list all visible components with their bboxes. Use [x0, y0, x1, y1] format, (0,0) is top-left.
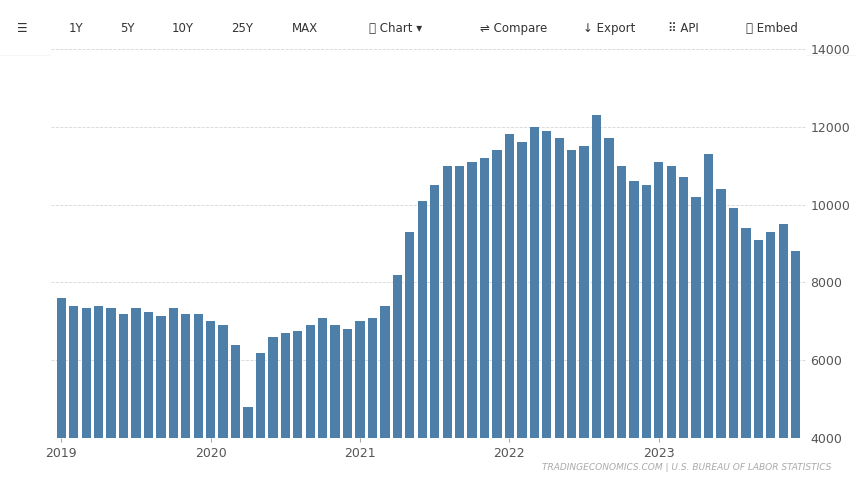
Bar [517, 142, 526, 487]
Bar [306, 325, 315, 487]
Bar [81, 308, 91, 487]
Bar [57, 298, 66, 487]
Bar [318, 318, 327, 487]
Bar [156, 316, 165, 487]
Bar [741, 228, 751, 487]
Bar [753, 240, 763, 487]
Bar [642, 185, 651, 487]
Bar [268, 337, 278, 487]
Bar [592, 115, 601, 487]
Bar [480, 158, 489, 487]
Bar [343, 329, 352, 487]
Bar [542, 131, 551, 487]
Bar [256, 353, 265, 487]
Bar [430, 185, 440, 487]
Bar [119, 314, 129, 487]
Bar [728, 208, 738, 487]
Bar [442, 166, 452, 487]
Bar [206, 321, 215, 487]
Bar [791, 251, 800, 487]
Bar [417, 201, 427, 487]
Bar [629, 181, 638, 487]
Bar [69, 306, 79, 487]
Bar [356, 321, 365, 487]
Bar [679, 177, 688, 487]
Bar [716, 189, 726, 487]
Bar [455, 166, 464, 487]
Text: ☰: ☰ [17, 21, 27, 35]
Bar [604, 138, 614, 487]
Text: 10Y: 10Y [171, 21, 194, 35]
Text: 5Y: 5Y [120, 21, 135, 35]
Bar [567, 150, 576, 487]
Bar [281, 333, 290, 487]
Bar [617, 166, 626, 487]
Bar [579, 146, 589, 487]
Bar [169, 308, 178, 487]
Bar [393, 275, 402, 487]
Bar [131, 308, 141, 487]
Text: ↓ Export: ↓ Export [583, 21, 635, 35]
Bar [505, 134, 514, 487]
Text: 🖼 Embed: 🖼 Embed [746, 21, 798, 35]
Bar [704, 154, 713, 487]
Text: TRADINGECONOMICS.COM | U.S. BUREAU OF LABOR STATISTICS: TRADINGECONOMICS.COM | U.S. BUREAU OF LA… [542, 464, 831, 472]
Text: 25Y: 25Y [231, 21, 254, 35]
Bar [405, 232, 415, 487]
Bar [554, 138, 564, 487]
Bar [293, 331, 303, 487]
Bar [381, 306, 390, 487]
Bar [492, 150, 501, 487]
Bar [144, 312, 153, 487]
Bar [94, 306, 104, 487]
Text: ⠿ API: ⠿ API [668, 21, 699, 35]
Bar [243, 407, 253, 487]
Bar [331, 325, 340, 487]
Bar [181, 314, 190, 487]
Bar [467, 162, 476, 487]
Text: 1Y: 1Y [69, 21, 83, 35]
Text: ⇌ Compare: ⇌ Compare [480, 21, 547, 35]
Text: 📊 Chart ▾: 📊 Chart ▾ [369, 21, 422, 35]
Bar [219, 325, 228, 487]
Bar [368, 318, 377, 487]
Bar [766, 232, 776, 487]
Bar [231, 345, 240, 487]
Text: MAX: MAX [291, 21, 317, 35]
Bar [106, 308, 116, 487]
Bar [778, 224, 788, 487]
Bar [530, 127, 539, 487]
Bar [667, 166, 676, 487]
Bar [692, 197, 701, 487]
Bar [194, 314, 203, 487]
Bar [654, 162, 663, 487]
